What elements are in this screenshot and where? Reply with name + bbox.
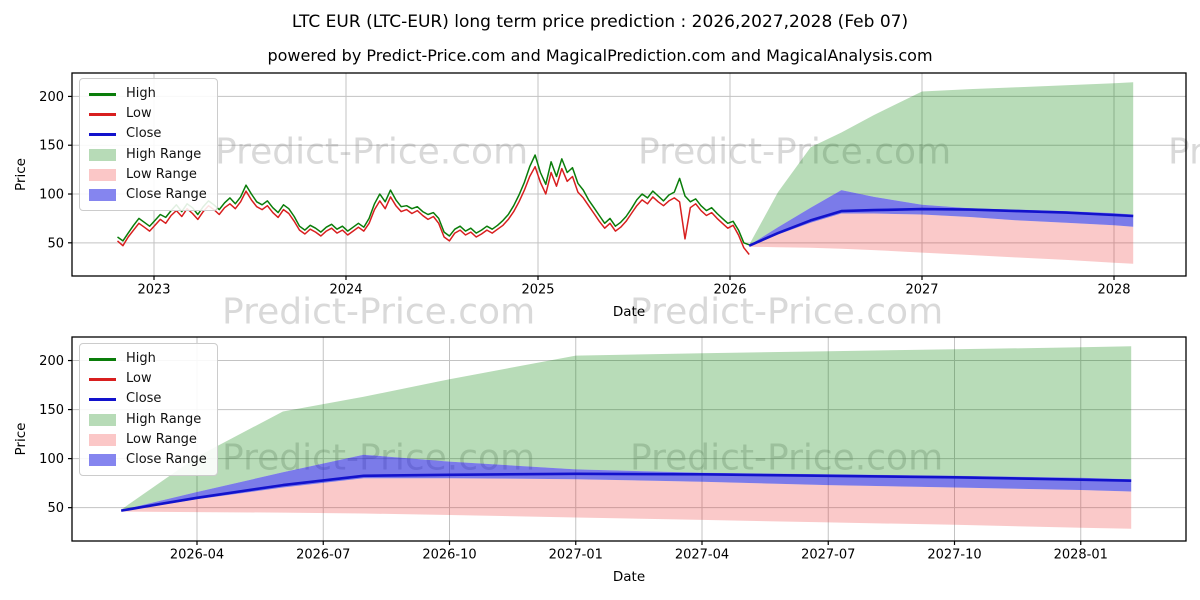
legend-item-label: Low Range [126, 431, 197, 447]
low-range-band [749, 213, 1134, 264]
legend-item-label: High Range [126, 411, 202, 427]
x-tick-label: 2023 [137, 283, 170, 298]
y-axis-title: Price [13, 423, 29, 456]
legend-fill-swatch [89, 148, 116, 161]
legend-line-swatch [89, 133, 116, 136]
watermark-text: Predict-Price.com [1168, 132, 1200, 173]
legend-fill-swatch [89, 413, 116, 426]
y-tick-label: 50 [47, 501, 64, 516]
x-axis-title: Date [613, 569, 645, 585]
x-tick-label: 2027-07 [801, 548, 855, 563]
legend-line-swatch [89, 398, 116, 401]
high-line [117, 154, 750, 246]
legend-item-label: Low Range [126, 166, 197, 182]
watermark-text: Predict-Price.com [638, 132, 951, 173]
legend-item-high-range: High Range [89, 410, 207, 430]
legend-item-close-range: Close Range [89, 185, 207, 205]
legend-item-low: Low [89, 104, 207, 124]
legend-item-low-range: Low Range [89, 165, 207, 185]
close-range-band [121, 454, 1132, 512]
legend-item-label: Low [126, 106, 152, 122]
legend-item-label: Close Range [126, 452, 207, 468]
layer-axes: 2023 2024 2025 2026 2027 2028 50 100 150 200 Price… [13, 72, 1187, 585]
legend-line-swatch [89, 357, 116, 361]
x-tick-label: 2026-04 [170, 548, 224, 563]
figure-subtitle: powered by Predict-Price.com and Magical… [267, 46, 933, 65]
watermark-text: Predict-Price.com [630, 438, 943, 479]
legend-item-label: Close [126, 391, 162, 407]
legend-item-label: High Range [126, 146, 202, 162]
y-tick-label: 150 [39, 403, 64, 418]
x-tick-label: 2027 [905, 283, 938, 298]
low-line [117, 165, 750, 255]
y-axis-title: Price [13, 158, 29, 191]
close-line [748, 207, 1134, 247]
close-range-band [749, 190, 1134, 247]
legend-fill-swatch [89, 454, 116, 467]
x-tick-label: 2024 [329, 283, 362, 298]
plot-frame [71, 72, 1187, 277]
legend-fill-swatch [89, 433, 116, 446]
y-tick-label: 200 [39, 90, 64, 105]
legend-item-label: Close Range [126, 187, 207, 203]
high-range-band [749, 82, 1134, 246]
y-tick-label: 150 [39, 139, 64, 154]
legend-item-low: Low [89, 369, 207, 389]
x-tick-label: 2028 [1097, 283, 1130, 298]
legend-bottom-chart: High Low Close High Range Low Range Close Ran… [79, 343, 218, 477]
layer-wm: Predict-Price.com Predict-Price.com Predic… [215, 132, 1200, 479]
legend-line-swatch [89, 377, 116, 381]
watermark-text: Predict-Price.com [222, 292, 535, 333]
legend-item-label: Low [126, 371, 152, 387]
x-axis-title: Date [613, 304, 645, 320]
high-range-band [121, 346, 1132, 511]
legend-item-high-range: High Range [89, 145, 207, 165]
watermark-text: Predict-Price.com [215, 132, 528, 173]
layer-series [117, 82, 1134, 529]
legend-item-label: High [126, 351, 156, 366]
x-tick-label: 2028-01 [1054, 548, 1108, 563]
legend-line-swatch [89, 112, 116, 116]
x-tick-label: 2027-10 [927, 548, 981, 563]
y-tick-label: 100 [39, 188, 64, 203]
figure-title: LTC EUR (LTC-EUR) long term price predic… [291, 12, 909, 32]
x-tick-label: 2027-04 [675, 548, 729, 563]
close-line [120, 472, 1132, 512]
x-tick-label: 2027-01 [549, 548, 603, 563]
y-tick-label: 200 [39, 354, 64, 369]
plot-frame [71, 336, 1187, 542]
y-tick-label: 50 [47, 236, 64, 251]
legend-fill-swatch [89, 189, 116, 202]
low-range-band [121, 478, 1132, 529]
legend-item-label: High [126, 86, 156, 101]
legend-top-chart: High Low Close High Range Low Range Close Ran… [79, 78, 218, 212]
x-tick-label: 2026-10 [422, 548, 476, 563]
legend-fill-swatch [89, 168, 116, 181]
legend-item-close: Close [89, 389, 207, 409]
legend-item-high: High [89, 84, 207, 104]
legend-line-swatch [89, 92, 116, 96]
legend-item-close-range: Close Range [89, 450, 207, 470]
legend-item-label: Close [126, 126, 162, 142]
x-tick-label: 2026 [713, 283, 746, 298]
x-tick-label: 2025 [521, 283, 554, 298]
legend-item-low-range: Low Range [89, 430, 207, 450]
y-tick-label: 100 [39, 452, 64, 467]
x-tick-label: 2026-07 [296, 548, 350, 563]
legend-item-high: High [89, 349, 207, 369]
legend-item-close: Close [89, 124, 207, 144]
watermark-text: Predict-Price.com [630, 292, 943, 333]
